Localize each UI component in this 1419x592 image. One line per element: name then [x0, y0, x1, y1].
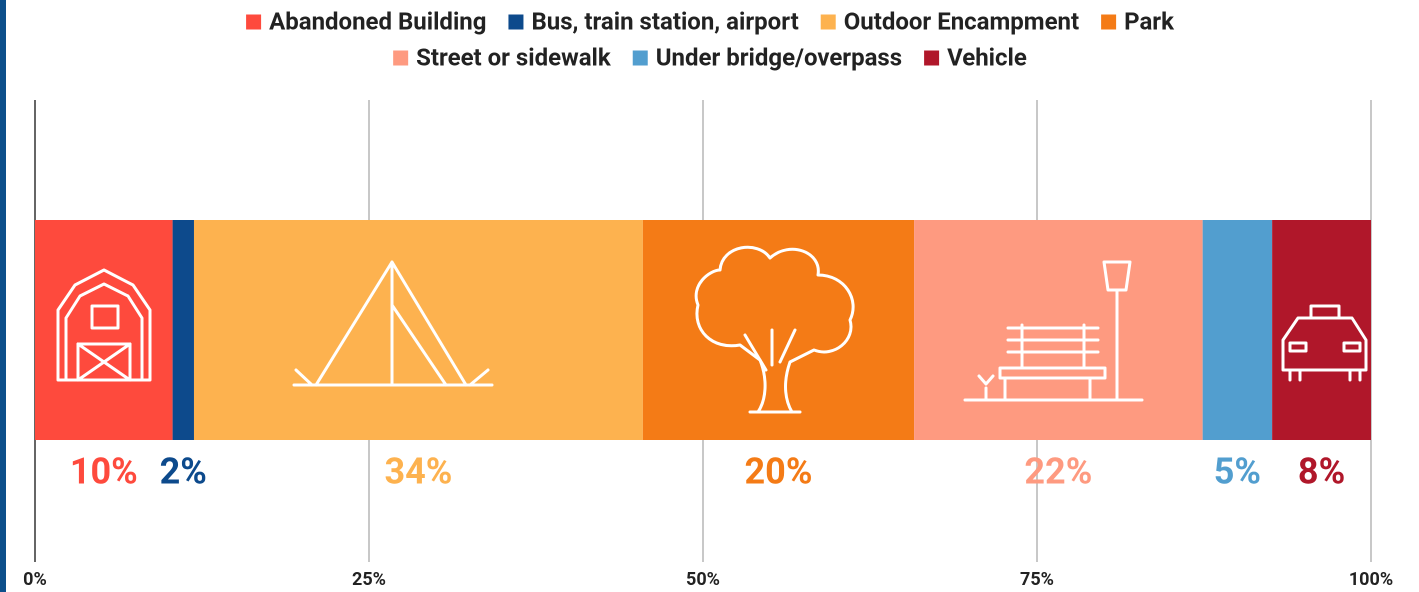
data-labels: 10% 2% 34% 20% 22% 5% 8%: [70, 451, 1345, 493]
bar-segment: [914, 220, 1203, 440]
bar-segment: [172, 220, 194, 440]
barn-icon: [76, 342, 132, 382]
legend-item: Street or sidewalk: [393, 43, 612, 71]
legend-swatch: [924, 50, 940, 66]
bar-segment: [1272, 220, 1371, 440]
legend-swatch: [508, 14, 524, 30]
legend-label: Vehicle: [947, 43, 1027, 71]
legend-label: Outdoor Encampment: [844, 7, 1079, 35]
data-label: 34%: [384, 451, 452, 493]
bars: [35, 220, 1371, 440]
x-tick-label: 0%: [23, 569, 47, 590]
legend-label: Street or sidewalk: [416, 43, 612, 71]
data-label: 20%: [745, 451, 813, 493]
x-tick-label: 50%: [686, 569, 720, 590]
left-border: [0, 0, 6, 592]
legend-swatch: [393, 50, 409, 66]
barn-icon: [76, 342, 132, 382]
x-tick-label: 100%: [1349, 569, 1393, 590]
legend-label: Abandoned Building: [269, 7, 486, 35]
legend-label: Park: [1124, 7, 1175, 35]
legend-item: Abandoned Building: [246, 7, 486, 35]
data-label: 8%: [1298, 451, 1345, 493]
legend-item: Vehicle: [924, 43, 1027, 71]
barn-icon: [56, 268, 152, 382]
icons: [56, 245, 1368, 414]
car-icon: [1288, 341, 1308, 353]
legend: Abandoned Building Bus, train station, ai…: [246, 7, 1175, 71]
data-label: 10%: [70, 451, 138, 493]
barn-icon: [90, 304, 120, 330]
bar-segment: [35, 220, 173, 440]
bar-segment: [1202, 220, 1273, 440]
legend-item: Bus, train station, airport: [508, 7, 799, 35]
tree-icon: [743, 328, 802, 414]
bar-segment: [193, 220, 643, 440]
legend-item: Under bridge/overpass: [632, 43, 902, 71]
lamp-icon: [1102, 260, 1132, 402]
barn-icon: [64, 282, 144, 382]
car-icon: [1281, 304, 1368, 382]
legend-swatch: [1101, 14, 1117, 30]
legend-swatch: [246, 14, 262, 30]
legend-label: Under bridge/overpass: [656, 43, 902, 71]
car-icon: [1342, 341, 1362, 353]
tree-icon: [694, 245, 855, 414]
flower-icon: [977, 374, 995, 402]
bench-icon: [963, 323, 1144, 402]
x-tick-label: 75%: [1020, 569, 1054, 590]
tent-icon: [292, 260, 494, 387]
legend-item: Park: [1101, 7, 1175, 35]
data-label: 5%: [1214, 451, 1261, 493]
data-label: 22%: [1024, 451, 1092, 493]
legend-swatch: [820, 14, 836, 30]
x-tick-label: 25%: [352, 569, 386, 590]
bar-segment: [642, 220, 915, 440]
data-label: 2%: [160, 451, 207, 493]
legend-swatch: [632, 50, 648, 66]
legend-item: Outdoor Encampment: [820, 7, 1079, 35]
legend-label: Bus, train station, airport: [531, 7, 798, 35]
